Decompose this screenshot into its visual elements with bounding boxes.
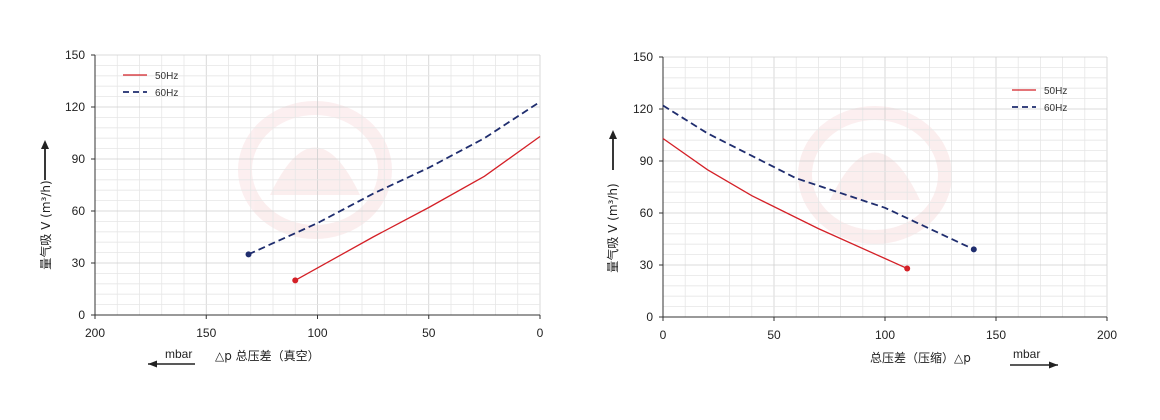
series-line-50hz [294,135,541,281]
x-tick-label: 0 [537,326,544,340]
y-tick-label: 30 [72,256,86,270]
series-endpoint-50hz [904,265,911,272]
x-tick-label: 100 [875,328,895,342]
x-axis-title: 总压差（压缩）△p [870,350,971,365]
y-axis-arrow-head [41,140,49,149]
watermark-logo-right [798,106,952,244]
x-tick-label: 50 [422,326,436,340]
legend-label: 60Hz [1044,103,1067,114]
grid [662,56,1108,318]
y-tick-label: 150 [633,50,653,64]
y-tick-label: 0 [78,308,85,322]
chart-vacuum: 200 150 100 50 0 0 30 60 90 120 150 50Hz 60Hz 量气吸 V (… [38,48,544,368]
legend-label: 50Hz [1044,86,1067,97]
series-endpoint-50hz [292,277,299,284]
y-axis-title: 量气吸 V (m³/h) [38,180,53,269]
x-tick-label: 150 [196,326,216,340]
legend-label: 50Hz [155,71,178,82]
y-tick-label: 90 [72,152,86,166]
x-tick-label: 50 [767,328,781,342]
y-tick-label: 60 [72,204,86,218]
y-axis-arrow-head [609,130,617,139]
legend: 50Hz 60Hz [1012,86,1067,114]
y-tick-label: 60 [640,206,654,220]
series-line-60hz [248,101,541,256]
x-axis-arrow-head [1049,361,1058,369]
legend-label: 60Hz [155,88,178,99]
x-tick-label: 150 [986,328,1006,342]
series-line-50hz [662,137,908,270]
x-tick-label: 200 [85,326,105,340]
x-tick-label: 200 [1097,328,1117,342]
x-tick-label: 100 [307,326,327,340]
y-tick-label: 120 [65,100,85,114]
series-endpoint-60hz [970,246,977,253]
legend: 50Hz 60Hz [123,71,178,99]
y-tick-label: 150 [65,48,85,62]
x-axis-unit: mbar [165,347,192,361]
series-line-60hz [662,104,975,251]
x-tick-label: 0 [660,328,667,342]
y-axis-title: 量气吸 V (m³/h) [605,183,620,272]
y-tick-label: 120 [633,102,653,116]
y-tick-label: 0 [646,310,653,324]
y-tick-label: 30 [640,258,654,272]
x-axis-title: △p 总压差（真空） [215,349,320,363]
watermark-logo-left [238,101,392,239]
chart-compression: 0 50 100 150 200 0 30 60 90 120 150 50Hz 60Hz 量气吸 V (… [605,50,1117,369]
y-tick-label: 90 [640,154,654,168]
x-axis-unit: mbar [1013,347,1040,361]
x-axis-arrow-head [148,360,157,368]
series-endpoint-60hz [245,251,252,258]
